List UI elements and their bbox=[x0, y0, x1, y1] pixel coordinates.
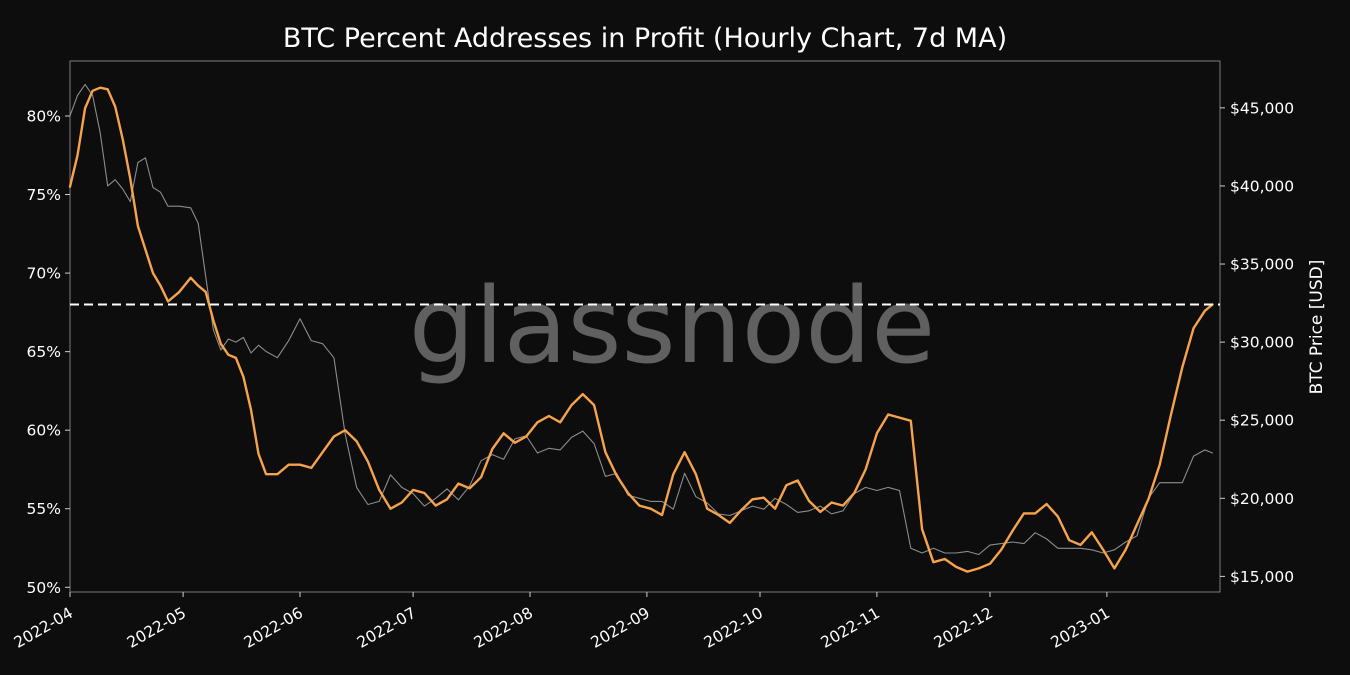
plot-area bbox=[69, 60, 1221, 593]
y-left-tick-label: 75% bbox=[27, 186, 61, 204]
percent-in-profit-line bbox=[68, 86, 1214, 573]
y-left-tick-label: 65% bbox=[27, 343, 61, 361]
right-axis-title: BTC Price [USD] bbox=[1307, 260, 1327, 395]
y-right-tick-label: $45,000 bbox=[1230, 99, 1294, 117]
watermark-text: glassnode bbox=[409, 265, 936, 387]
plot-frame bbox=[69, 60, 1221, 593]
btc-price-line bbox=[69, 83, 1214, 556]
y-right-tick-label: $30,000 bbox=[1230, 334, 1294, 352]
chart-title: BTC Percent Addresses in Profit (Hourly … bbox=[283, 23, 1007, 54]
y-right-tick-label: $15,000 bbox=[1230, 568, 1294, 586]
y-left-tick-label: 60% bbox=[27, 422, 61, 440]
y-right-tick-label: $20,000 bbox=[1230, 490, 1294, 508]
y-right-tick-label: $40,000 bbox=[1230, 177, 1294, 195]
y-left-tick-label: 70% bbox=[27, 265, 61, 283]
y-left-tick-label: 55% bbox=[27, 500, 61, 518]
y-left-tick-label: 50% bbox=[27, 579, 61, 597]
y-left-tick-label: 80% bbox=[27, 107, 61, 125]
series-layer bbox=[68, 83, 1214, 573]
y-right-tick-label: $35,000 bbox=[1230, 256, 1294, 274]
y-right-tick-label: $25,000 bbox=[1230, 412, 1294, 430]
right-axis: $15,000 $20,000 $25,000 $30,000 $35,000 $40,0… bbox=[1220, 99, 1294, 586]
left-axis: 50% 55% 60% 65% 70% 75% 80% bbox=[27, 107, 70, 597]
